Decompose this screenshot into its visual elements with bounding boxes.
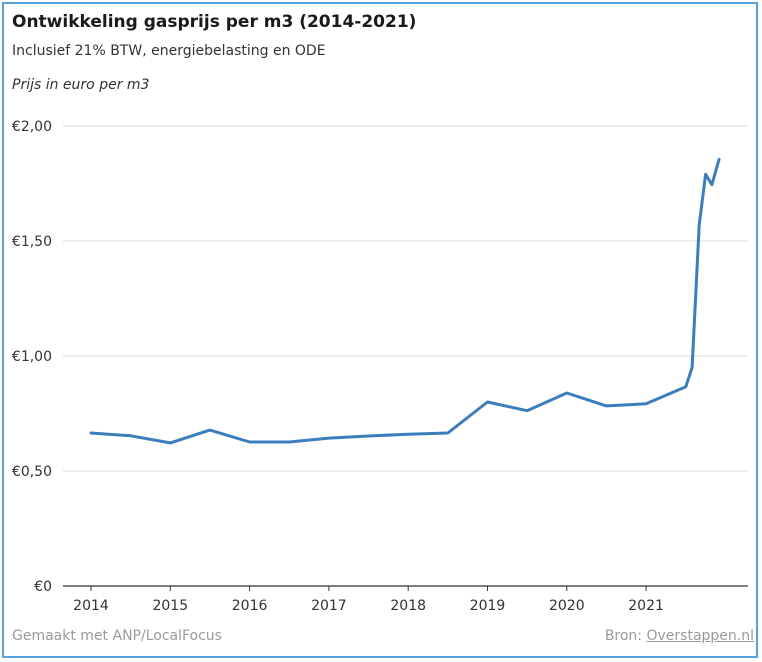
y-axis-label: Prijs in euro per m3 — [12, 77, 150, 93]
source-prefix: Bron: — [604, 628, 647, 644]
y-tick-label: €0 — [34, 579, 52, 595]
x-tick-label: 2018 — [390, 598, 426, 614]
made-with-credit: Gemaakt met ANP/LocalFocus — [12, 628, 222, 644]
x-tick-label: 2021 — [628, 598, 664, 614]
x-tick-label: 2015 — [152, 598, 188, 614]
x-tick-label: 2019 — [470, 598, 506, 614]
source-credit: Bron: Overstappen.nl — [605, 628, 754, 644]
y-tick-label: €1,00 — [12, 349, 52, 365]
series-line — [89, 157, 721, 445]
x-tick-label: 2016 — [232, 598, 268, 614]
chart-subtitle: Inclusief 21% BTW, energiebelasting en O… — [12, 43, 326, 59]
y-tick-label: €2,00 — [12, 119, 52, 135]
y-tick-label: €0,50 — [12, 464, 52, 480]
chart-title: Ontwikkeling gasprijs per m3 (2014-2021) — [12, 12, 417, 32]
source-link[interactable]: Overstappen.nl — [646, 628, 754, 644]
x-tick-label: 2014 — [73, 598, 109, 614]
x-tick-label: 2020 — [549, 598, 585, 614]
y-tick-label: €1,50 — [12, 234, 52, 250]
x-tick-label: 2017 — [311, 598, 347, 614]
